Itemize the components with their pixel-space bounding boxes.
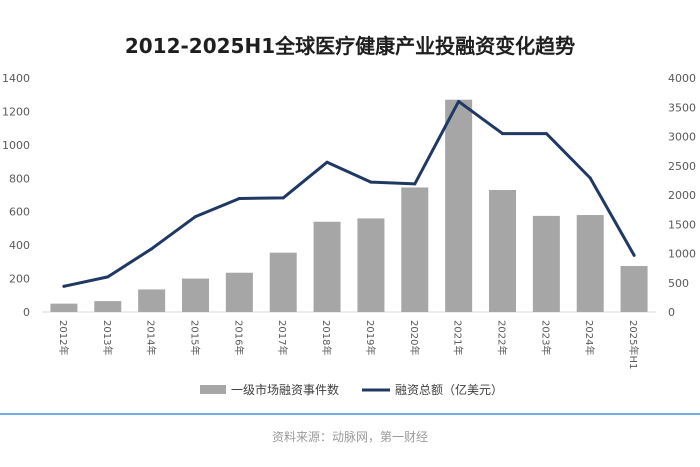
x-tick-label: 2020年 <box>408 320 421 355</box>
bar <box>225 272 253 312</box>
x-tick-label: 2016年 <box>232 320 245 355</box>
bar <box>138 289 166 312</box>
bar <box>313 221 341 312</box>
line-point <box>457 99 461 103</box>
bar <box>182 278 209 312</box>
line-point <box>106 275 110 279</box>
bar-series <box>50 99 648 312</box>
legend-swatch-bar <box>200 385 226 394</box>
right-tick-label: 4000 <box>668 72 696 85</box>
left-y-axis: 0 200 400 600 800 1000 1200 1400 <box>2 72 30 319</box>
bar <box>269 252 297 312</box>
left-tick-label: 1000 <box>2 139 30 152</box>
x-tick-label: 2022年 <box>496 320 509 355</box>
chart-title: 2012-2025H1全球医疗健康产业投融资变化趋势 <box>125 34 575 58</box>
x-tick-label: 2025年H1 <box>627 320 640 369</box>
line-point <box>150 247 154 251</box>
left-tick-label: 800 <box>9 172 30 185</box>
x-tick-label: 2012年 <box>57 320 70 355</box>
line-series <box>62 99 636 288</box>
x-tick-label: 2021年 <box>452 320 465 355</box>
right-tick-label: 1000 <box>668 248 696 261</box>
bar <box>445 99 473 312</box>
right-tick-label: 2000 <box>668 189 696 202</box>
line-point <box>413 182 417 186</box>
bar <box>401 187 429 312</box>
right-tick-label: 2500 <box>668 160 696 173</box>
line-point <box>62 284 66 288</box>
bar <box>532 215 560 312</box>
legend-label-line: 融资总额（亿美元） <box>395 382 503 397</box>
line-point <box>369 180 373 184</box>
bar <box>576 215 604 312</box>
x-tick-label: 2019年 <box>364 320 377 355</box>
line-point <box>194 215 197 219</box>
line-point <box>588 176 592 180</box>
right-tick-label: 3500 <box>668 101 696 114</box>
line-point <box>544 132 548 136</box>
line-point <box>325 160 329 164</box>
x-tick-label: 2023年 <box>539 320 552 355</box>
x-axis-labels: 2012年 2013年 2014年 2015年 2016年 2017年 2018年 2019年… <box>57 320 640 369</box>
x-tick-label: 2015年 <box>189 320 202 355</box>
right-tick-label: 500 <box>668 277 689 290</box>
x-tick-label: 2013年 <box>101 320 114 355</box>
bar <box>489 189 516 312</box>
bar <box>357 218 385 312</box>
series-line <box>62 99 636 288</box>
right-tick-label: 1500 <box>668 218 696 231</box>
legend-label-bar: 一级市场融资事件数 <box>231 382 339 397</box>
bar <box>50 303 78 312</box>
bar <box>94 301 122 312</box>
legend: 一级市场融资事件数 融资总额（亿美元） <box>200 382 503 397</box>
x-tick-label: 2018年 <box>320 320 333 355</box>
left-tick-label: 400 <box>9 239 30 252</box>
left-tick-label: 600 <box>9 206 30 219</box>
left-tick-label: 0 <box>23 306 30 319</box>
line-point <box>237 197 241 201</box>
left-tick-label: 200 <box>9 273 30 286</box>
x-tick-label: 2017年 <box>276 320 289 355</box>
line-point <box>501 132 504 136</box>
x-tick-label: 2024年 <box>583 320 596 355</box>
left-tick-label: 1400 <box>2 72 30 85</box>
right-y-axis: 0 500 1000 1500 2000 2500 3000 3500 4000 <box>668 72 696 319</box>
bar <box>620 266 648 312</box>
line-point <box>281 196 285 200</box>
source-note: 资料来源：动脉网，第一财经 <box>272 429 428 444</box>
right-tick-label: 3000 <box>668 131 696 144</box>
line-point <box>632 253 636 257</box>
left-tick-label: 1200 <box>2 105 30 118</box>
right-tick-label: 0 <box>668 306 675 319</box>
x-tick-label: 2014年 <box>145 320 158 355</box>
